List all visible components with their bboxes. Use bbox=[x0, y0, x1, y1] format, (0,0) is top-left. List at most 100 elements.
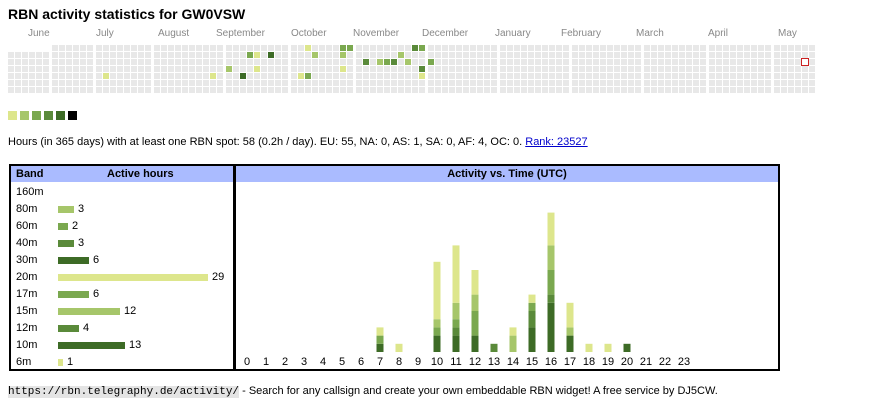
calendar-day-cell bbox=[15, 66, 21, 72]
calendar-day-cell bbox=[679, 66, 685, 72]
calendar-day-cell bbox=[507, 73, 513, 79]
calendar-day-cell bbox=[621, 73, 627, 79]
calendar-day-cell bbox=[635, 45, 641, 51]
calendar-day-cell bbox=[774, 45, 780, 51]
calendar-day-cell bbox=[802, 73, 808, 79]
calendar-day-cell bbox=[635, 59, 641, 65]
calendar-day-cell bbox=[788, 52, 794, 58]
calendar-day-cell bbox=[333, 66, 339, 72]
calendar-day-cell bbox=[491, 66, 497, 72]
calendar-day-cell bbox=[319, 80, 325, 86]
calendar-day-cell bbox=[312, 59, 318, 65]
calendar-day-cell bbox=[154, 80, 160, 86]
calendar-day-cell bbox=[275, 45, 281, 51]
calendar-day-cell bbox=[744, 66, 750, 72]
calendar-day-cell bbox=[802, 52, 808, 58]
calendar-day-cell bbox=[145, 45, 151, 51]
calendar-day-cell bbox=[254, 45, 260, 51]
calendar-day-cell bbox=[449, 66, 455, 72]
calendar-day-cell bbox=[319, 66, 325, 72]
hour-tick-label: 13 bbox=[488, 356, 500, 368]
calendar-day-cell bbox=[665, 59, 671, 65]
calendar-day-cell bbox=[549, 80, 555, 86]
calendar-day-cell bbox=[665, 80, 671, 86]
footer-url[interactable]: https://rbn.telegraphy.de/activity/ bbox=[8, 386, 240, 398]
calendar-day-cell bbox=[347, 66, 353, 72]
calendar-day-cell bbox=[579, 45, 585, 51]
calendar-day-cell bbox=[210, 87, 216, 93]
calendar-day-cell bbox=[751, 80, 757, 86]
calendar-day-cell bbox=[621, 80, 627, 86]
calendar-day-cell bbox=[131, 59, 137, 65]
legend-swatch-4 bbox=[56, 111, 65, 120]
calendar-day-cell bbox=[145, 73, 151, 79]
calendar-day-cell bbox=[73, 52, 79, 58]
calendar-day-cell bbox=[370, 73, 376, 79]
calendar-day-cell bbox=[73, 66, 79, 72]
calendar-day-cell bbox=[737, 59, 743, 65]
calendar-day-cell bbox=[500, 45, 506, 51]
calendar-day-cell bbox=[87, 87, 93, 93]
band-hours-bar bbox=[58, 359, 63, 366]
calendar-day-cell bbox=[66, 59, 72, 65]
calendar-day-cell bbox=[370, 52, 376, 58]
band-hours-value: 1 bbox=[67, 356, 74, 368]
calendar-day-cell bbox=[507, 87, 513, 93]
calendar-day-cell bbox=[484, 73, 490, 79]
calendar-day-cell bbox=[36, 87, 42, 93]
calendar-day-cell bbox=[203, 80, 209, 86]
calendar-day-cell bbox=[391, 66, 397, 72]
calendar-day-cell bbox=[268, 73, 274, 79]
calendar-day-cell bbox=[463, 45, 469, 51]
hour-tick-label: 19 bbox=[602, 356, 614, 368]
calendar-day-cell bbox=[428, 80, 434, 86]
calendar-day-cell bbox=[59, 87, 65, 93]
calendar-day-cell bbox=[59, 59, 65, 65]
month-label-september: September bbox=[216, 28, 265, 39]
calendar-day-cell bbox=[168, 52, 174, 58]
calendar-day-cell bbox=[370, 66, 376, 72]
calendar-day-cell bbox=[326, 73, 332, 79]
calendar-day-cell bbox=[563, 66, 569, 72]
calendar-day-cell bbox=[730, 73, 736, 79]
calendar-day-cell bbox=[384, 73, 390, 79]
calendar-day-cell bbox=[765, 73, 771, 79]
calendar-day-cell bbox=[161, 45, 167, 51]
calendar-day-cell bbox=[572, 66, 578, 72]
calendar-day-cell bbox=[500, 73, 506, 79]
calendar-day-cell bbox=[614, 45, 620, 51]
band-name: 60m bbox=[16, 220, 38, 232]
calendar-day-cell bbox=[514, 80, 520, 86]
calendar-day-cell bbox=[621, 87, 627, 93]
calendar-day-cell bbox=[96, 73, 102, 79]
activity-vs-time-chart: Activity vs. Time (UTC) 0 1 2 3 4 5 6 7 8 9 10 11 12… bbox=[234, 164, 780, 371]
calendar-day-cell bbox=[507, 80, 513, 86]
calendar-day-cell bbox=[556, 52, 562, 58]
calendar-day-cell bbox=[586, 73, 592, 79]
band-row-15m: 15m 12 bbox=[11, 303, 233, 320]
calendar-day-cell bbox=[751, 59, 757, 65]
calendar-day-cell bbox=[210, 80, 216, 86]
calendar-day-cell bbox=[521, 52, 527, 58]
calendar-day-cell bbox=[686, 52, 692, 58]
calendar-day-cell bbox=[549, 45, 555, 51]
calendar-day-cell bbox=[312, 45, 318, 51]
calendar-day-cell bbox=[549, 66, 555, 72]
calendar-day-cell bbox=[679, 87, 685, 93]
calendar-day-cell bbox=[363, 66, 369, 72]
band-name: 15m bbox=[16, 305, 38, 317]
calendar-day-cell bbox=[189, 87, 195, 93]
calendar-day-cell bbox=[8, 52, 14, 58]
calendar-day-cell bbox=[412, 80, 418, 86]
calendar-day-cell bbox=[275, 87, 281, 93]
calendar-day-cell bbox=[651, 59, 657, 65]
calendar-day-cell bbox=[412, 73, 418, 79]
rank-link[interactable]: Rank: 23527 bbox=[525, 136, 588, 148]
calendar-day-cell bbox=[651, 73, 657, 79]
calendar-day-cell bbox=[614, 59, 620, 65]
calendar-day-cell bbox=[716, 59, 722, 65]
calendar-day-cell bbox=[268, 87, 274, 93]
activity-bar-17m-h17 bbox=[566, 327, 574, 336]
calendar-day-cell bbox=[138, 87, 144, 93]
calendar-day-cell bbox=[514, 59, 520, 65]
